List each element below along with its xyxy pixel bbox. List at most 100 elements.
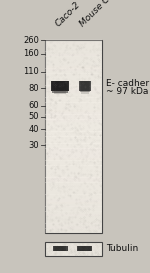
Bar [45, 109, 102, 112]
Text: 60: 60 [28, 101, 39, 110]
Bar [45, 180, 102, 183]
Text: E- cadherin: E- cadherin [106, 79, 150, 88]
Bar [45, 214, 102, 216]
Bar [45, 61, 102, 64]
Bar [52, 246, 68, 251]
Bar [45, 189, 102, 192]
Bar [45, 136, 102, 139]
Bar [80, 81, 90, 92]
Bar [45, 148, 102, 151]
Bar [45, 93, 102, 95]
Bar [45, 105, 102, 108]
Bar [45, 112, 102, 115]
Bar [45, 216, 102, 219]
Bar [45, 81, 102, 83]
Bar [45, 54, 102, 57]
Text: Caco-2: Caco-2 [54, 0, 82, 29]
Bar [45, 144, 102, 146]
Bar [52, 81, 68, 93]
Bar [45, 153, 102, 156]
Bar [45, 102, 102, 105]
Text: 80: 80 [28, 84, 39, 93]
Bar [45, 194, 102, 197]
Bar [45, 124, 102, 127]
Bar [45, 151, 102, 153]
Bar [45, 228, 102, 231]
Bar [45, 139, 102, 141]
Bar [45, 175, 102, 178]
Bar [45, 170, 102, 173]
Bar [45, 131, 102, 134]
Bar [45, 242, 102, 256]
Bar [77, 246, 92, 251]
Bar [45, 107, 102, 110]
Bar [79, 81, 91, 91]
Bar [45, 114, 102, 117]
Text: 260: 260 [23, 36, 39, 44]
Bar [45, 47, 102, 49]
Bar [45, 192, 102, 195]
Bar [45, 73, 102, 76]
Bar [45, 141, 102, 144]
Text: 110: 110 [23, 67, 39, 76]
Bar [45, 211, 102, 214]
Bar [45, 134, 102, 136]
Bar [45, 202, 102, 204]
Bar [78, 246, 91, 251]
Bar [45, 129, 102, 132]
Text: 160: 160 [23, 49, 39, 58]
Bar [45, 161, 102, 163]
Bar [45, 158, 102, 161]
Bar [45, 100, 102, 103]
Bar [45, 219, 102, 221]
Bar [45, 119, 102, 122]
Bar [45, 182, 102, 185]
Bar [54, 81, 66, 94]
Bar [45, 88, 102, 90]
Bar [45, 163, 102, 165]
Bar [45, 209, 102, 212]
Bar [45, 204, 102, 207]
Bar [45, 206, 102, 209]
Bar [45, 223, 102, 226]
Bar [45, 44, 102, 47]
Bar [45, 39, 102, 42]
Bar [45, 165, 102, 168]
Bar [45, 156, 102, 158]
Bar [45, 168, 102, 170]
Bar [45, 66, 102, 69]
Bar [45, 117, 102, 120]
Bar [55, 246, 65, 251]
Bar [45, 51, 102, 54]
Bar [45, 177, 102, 180]
Text: ~ 97 kDa: ~ 97 kDa [106, 87, 148, 96]
Bar [45, 85, 102, 88]
Text: 30: 30 [28, 141, 39, 150]
Bar [45, 126, 102, 129]
Bar [45, 76, 102, 78]
Bar [51, 81, 69, 91]
Bar [45, 221, 102, 224]
Bar [45, 90, 102, 93]
Bar [45, 197, 102, 200]
Bar [45, 95, 102, 98]
Bar [45, 122, 102, 124]
Bar [45, 185, 102, 187]
Bar [45, 42, 102, 44]
Bar [45, 59, 102, 61]
Text: Tubulin: Tubulin [106, 244, 138, 253]
Bar [45, 83, 102, 86]
Bar [45, 97, 102, 100]
Bar [45, 71, 102, 73]
Bar [45, 187, 102, 190]
Text: 40: 40 [28, 125, 39, 133]
Bar [45, 146, 102, 149]
Text: Mouse Colon: Mouse Colon [78, 0, 126, 29]
Bar [45, 69, 102, 71]
Bar [45, 173, 102, 175]
Bar [45, 49, 102, 52]
Text: 50: 50 [28, 112, 39, 121]
Bar [80, 246, 90, 251]
Bar [45, 226, 102, 229]
Bar [45, 199, 102, 202]
